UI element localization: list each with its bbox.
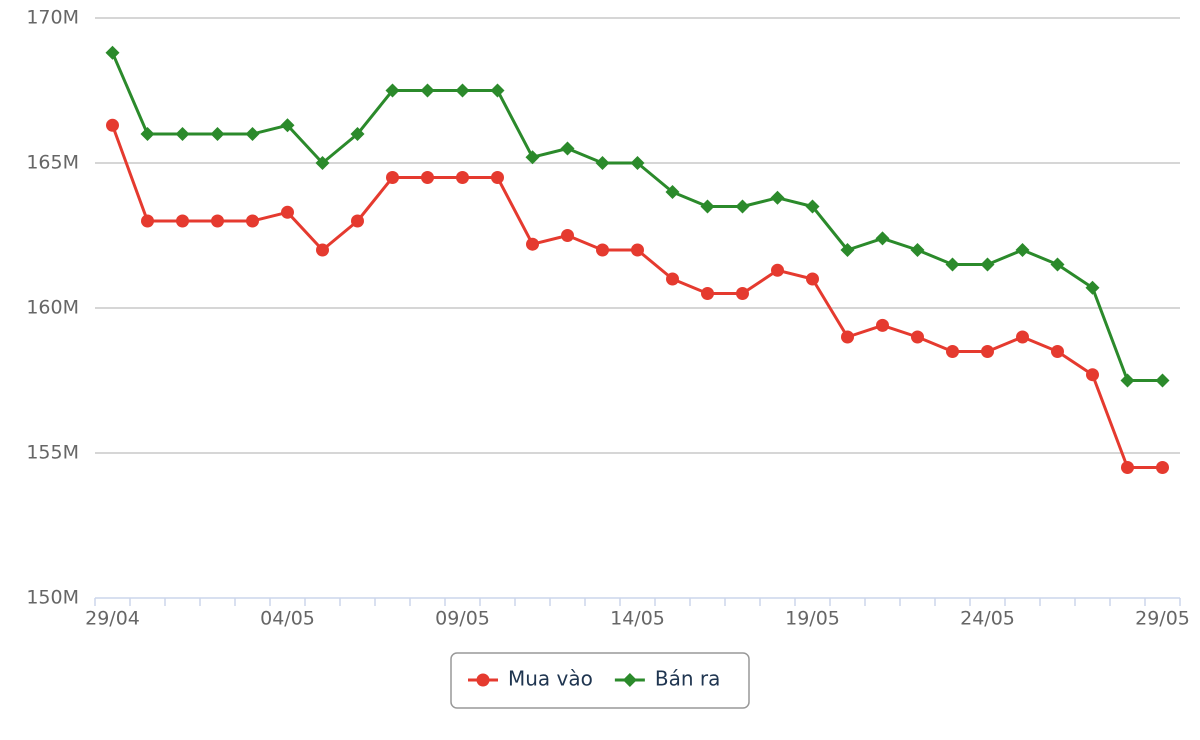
y-tick-label: 155M [26,442,79,464]
marker [701,287,714,300]
y-tick-label: 170M [26,7,79,29]
marker [736,287,749,300]
marker [245,127,260,141]
marker [876,318,889,332]
marker [385,83,400,98]
marker [351,214,364,228]
marker [106,118,119,132]
marker [420,83,435,98]
marker [1121,461,1134,474]
x-tick-label: 29/05 [1135,608,1190,630]
marker [735,199,750,214]
marker [911,330,924,344]
marker [455,83,470,98]
marker [490,83,505,98]
marker [1120,373,1135,388]
marker [350,127,365,141]
marker [561,229,574,242]
marker [630,156,645,170]
x-tick-label: 24/05 [960,608,1015,630]
marker [980,257,995,272]
marker [945,257,960,272]
marker [1085,280,1100,295]
x-tick-label: 04/05 [260,608,315,630]
marker [946,345,959,358]
marker [1050,257,1065,272]
marker [1016,330,1029,344]
legend-label: Mua vào [508,667,593,691]
marker [281,205,294,219]
marker [280,118,295,133]
marker [140,127,155,141]
marker [665,185,680,199]
marker [476,673,490,687]
y-tick-label: 165M [26,152,79,174]
marker [910,243,925,257]
marker [840,243,855,257]
marker [246,214,259,228]
marker [631,243,644,257]
marker [211,214,224,228]
marker [210,127,225,141]
marker [700,199,715,214]
marker [805,199,820,214]
marker [622,673,637,687]
marker [560,141,575,156]
marker [841,330,854,344]
marker [105,45,120,60]
marker [141,214,154,228]
x-tick-label: 14/05 [610,608,665,630]
marker [1051,345,1064,358]
x-tick-label: 19/05 [785,608,840,630]
marker [1156,461,1169,474]
x-tick-label: 29/04 [85,608,140,630]
marker [770,190,785,205]
marker [175,127,190,141]
marker [525,150,540,165]
marker [666,272,679,286]
marker [386,171,399,184]
marker [1086,368,1099,382]
marker [1155,373,1170,388]
y-tick-label: 150M [26,587,79,609]
marker [1015,243,1030,257]
marker [526,237,539,251]
marker [176,214,189,228]
marker [316,243,329,257]
y-tick-label: 160M [26,297,79,319]
x-tick-label: 09/05 [435,608,490,630]
marker [421,171,434,184]
marker [806,272,819,286]
marker [595,156,610,170]
series-line [111,124,1163,469]
marker [981,345,994,358]
marker [875,231,890,246]
legend-label: Bán ra [655,667,721,691]
marker [596,243,609,257]
marker [456,171,469,184]
marker [315,156,330,170]
legend-box [450,652,750,709]
marker [491,171,504,184]
marker [771,263,784,277]
